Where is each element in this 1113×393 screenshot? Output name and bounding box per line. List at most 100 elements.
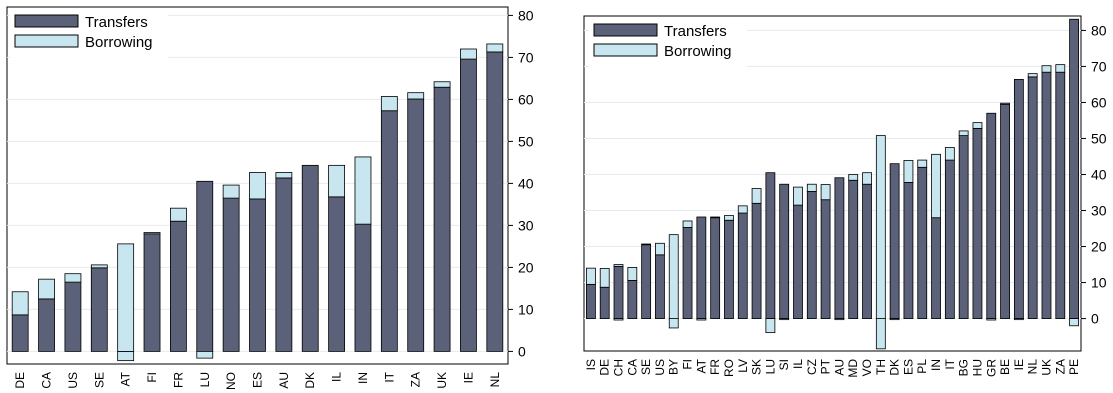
x-tick-label: PT [819, 358, 833, 374]
x-tick-label: TH [874, 359, 888, 375]
x-tick-label: FI [681, 359, 695, 370]
transfers-bar [1055, 71, 1066, 319]
x-tick-label: IN [929, 359, 943, 371]
plot-frame [583, 15, 1082, 352]
transfers-bar [655, 254, 665, 319]
transfers-bar [64, 281, 82, 352]
borrowing-bar [90, 264, 108, 269]
x-tick-label: IE [1012, 359, 1026, 370]
y-tick-label: 30 [1091, 203, 1107, 219]
x-tick-label: DE [598, 359, 612, 376]
borrowing-bar [407, 92, 425, 100]
x-tick-label: LU [198, 372, 212, 387]
x-tick-label: CH [612, 359, 626, 376]
x-tick-label: AU [277, 372, 291, 389]
transfers-bar [11, 314, 29, 352]
transfers-negative-bar [668, 318, 679, 329]
x-tick-label: BG [957, 359, 971, 376]
borrowing-bar [944, 147, 955, 161]
transfers-bar [1013, 78, 1024, 319]
transfers-bar [599, 286, 610, 319]
borrowing-bar [1027, 73, 1038, 78]
borrowing-bar [64, 273, 82, 283]
y-tick-label: 40 [518, 175, 534, 191]
x-tick-label: FR [171, 372, 185, 388]
transfers-negative-bar [696, 318, 707, 321]
x-tick-label: ES [251, 372, 265, 388]
transfers-negative-bar [1013, 318, 1024, 321]
legend-swatch-transfers [593, 23, 658, 37]
x-tick-label: LU [763, 359, 777, 374]
x-tick-label: CA [40, 372, 54, 389]
borrowing-bar [862, 172, 872, 185]
transfers-bar [169, 220, 187, 352]
x-tick-label: FR [708, 359, 722, 375]
transfers-bar [820, 199, 831, 319]
y-tick-label: 20 [518, 259, 534, 275]
transfers-bar [737, 212, 748, 319]
transfers-bar [1027, 76, 1038, 319]
transfers-bar [793, 204, 803, 319]
transfers-bar [724, 219, 734, 319]
y-tick-label: 40 [1091, 166, 1107, 182]
transfers-bar [765, 172, 776, 319]
x-tick-label: NL [1026, 359, 1040, 375]
transfers-bar [249, 198, 266, 352]
borrowing-bar [328, 164, 346, 198]
borrowing-bar [275, 172, 293, 179]
transfers-negative-bar [889, 318, 900, 321]
transfers-bar [834, 177, 845, 319]
x-tick-label: BY [667, 359, 681, 375]
y-tick-label: 10 [1091, 275, 1107, 291]
y-tick-label: 10 [518, 301, 534, 317]
borrowing-bar [1041, 65, 1052, 73]
borrowing-bar [11, 291, 29, 316]
y-tick-label: 80 [518, 7, 534, 23]
x-tick-label: PE [1067, 359, 1081, 375]
y-tick-label: 0 [1091, 311, 1099, 327]
y-tick-label: 50 [1091, 130, 1107, 146]
borrowing-bar [613, 264, 624, 267]
y-tick-label: 20 [1091, 239, 1107, 255]
borrowing-bar [668, 234, 679, 319]
left-chart-panel: 0 10 20 30 40 50 60 70 80 DE CA US SE AT FI FR LU NO ES AU D… [6, 6, 534, 390]
borrowing-bar [641, 243, 652, 246]
transfers-bar [848, 179, 859, 319]
borrowing-bar [875, 135, 886, 319]
transfers-bar [460, 58, 477, 352]
legend-label-transfers: Transfers [664, 23, 727, 40]
borrowing-negative-bar [196, 350, 214, 359]
borrowing-bar [38, 278, 55, 300]
borrowing-bar [380, 96, 398, 112]
transfers-bar [903, 182, 914, 319]
x-tick-label: IN [356, 372, 370, 384]
borrowing-bar [710, 216, 721, 219]
x-tick-label: GR [984, 359, 998, 377]
x-tick-label: IT [382, 371, 396, 382]
borrowing-bar [460, 48, 477, 60]
transfers-bar [751, 202, 762, 319]
transfers-bar [1041, 71, 1052, 319]
borrowing-bar [751, 188, 762, 204]
x-tick-label: US [66, 372, 80, 389]
legend-label-borrowing: Borrowing [664, 43, 732, 60]
x-tick-label: NL [488, 372, 502, 388]
borrowing-bar [249, 172, 266, 200]
transfers-bar [1069, 18, 1079, 319]
transfers-negative-bar [834, 318, 845, 321]
transfers-bar [779, 183, 790, 319]
borrowing-bar [433, 81, 451, 88]
x-tick-label: SK [750, 359, 764, 375]
x-tick-label: CA [625, 359, 639, 376]
x-tick-label: IE [461, 372, 475, 383]
borrowing-bar [627, 267, 638, 281]
x-tick-label: NO [224, 372, 238, 390]
legend: Transfers Borrowing [10, 8, 168, 60]
transfers-bar [944, 159, 955, 319]
borrowing-bar [737, 205, 748, 214]
x-tick-label: UK [435, 372, 449, 389]
transfers-bar [301, 164, 319, 352]
x-tick-label: AU [832, 359, 846, 376]
